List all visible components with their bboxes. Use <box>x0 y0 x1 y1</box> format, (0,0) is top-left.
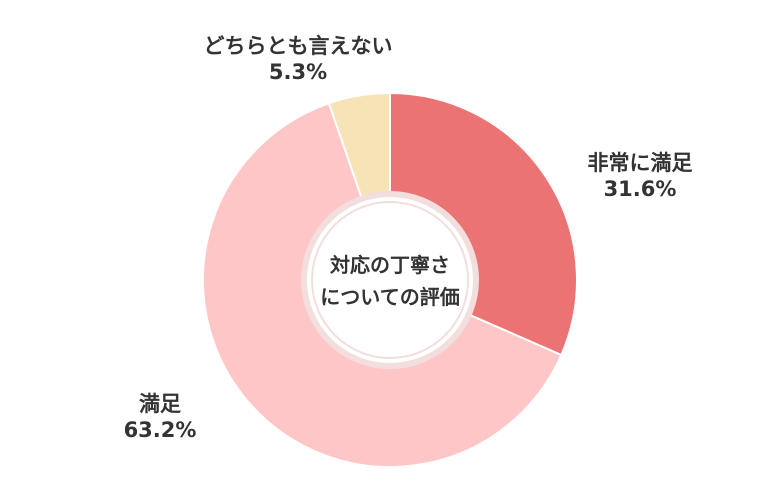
slice-value-very-satisfied: 31.6% <box>604 177 677 201</box>
slice-label-neutral: どちらとも言えない <box>204 34 393 58</box>
donut-hole-inner-ring <box>311 201 469 359</box>
donut-hole <box>301 191 479 369</box>
center-label-line-1: 対応の丁寧さ <box>329 253 450 277</box>
slice-label-very-satisfied: 非常に満足 <box>588 151 693 175</box>
slice-value-satisfied: 63.2% <box>124 418 197 442</box>
slice-label-satisfied: 満足 <box>139 392 181 416</box>
center-label-line-2: についての評価 <box>320 285 459 309</box>
slice-value-neutral: 5.3% <box>269 60 327 84</box>
